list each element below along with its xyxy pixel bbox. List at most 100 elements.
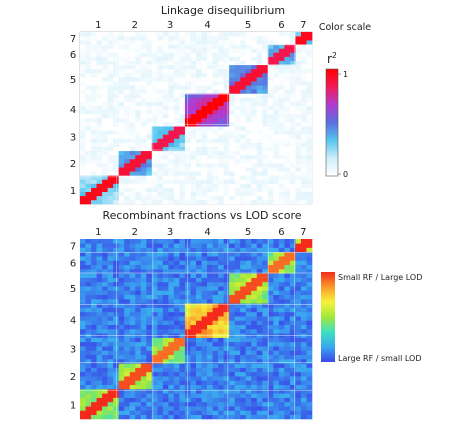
rf-cell	[207, 239, 213, 244]
rf-cell	[135, 376, 142, 381]
ld-cell	[96, 105, 103, 111]
ld-cell	[262, 40, 269, 45]
rf-cell	[157, 256, 164, 261]
ld-cell	[234, 199, 241, 205]
rf-cell	[262, 316, 269, 321]
ld-cell	[207, 138, 213, 143]
ld-cell	[190, 93, 197, 98]
rf-cell	[179, 371, 186, 377]
ld-cell	[129, 154, 136, 160]
ld-cell	[190, 146, 197, 152]
ld-cell	[80, 138, 86, 143]
ld-cell	[306, 130, 313, 135]
ld-cell	[196, 109, 202, 115]
rf-cell	[85, 239, 92, 244]
ld-cell	[240, 105, 247, 111]
ld-cell	[273, 36, 280, 41]
ld-cell	[173, 32, 180, 37]
rf-cell	[146, 256, 153, 261]
ld-cell	[267, 130, 274, 135]
rf-cell	[212, 401, 219, 407]
ld-cell	[201, 171, 208, 176]
rf-cell	[223, 410, 230, 416]
ld-cell	[173, 179, 180, 184]
ld-cell	[129, 138, 136, 143]
ld-cell	[179, 68, 186, 74]
ld-cell	[240, 199, 247, 205]
ld-cell	[80, 118, 86, 123]
rf-cell	[256, 290, 263, 296]
rf-cell	[262, 397, 269, 403]
ld-cell	[201, 89, 208, 94]
ld-cell	[179, 138, 186, 143]
ld-cell	[300, 171, 307, 176]
ld-cell	[218, 77, 224, 82]
rf-cell	[262, 346, 269, 351]
rf-cell	[162, 350, 169, 356]
ld-cell	[146, 40, 153, 45]
ld-cell	[218, 109, 224, 115]
ld-cell	[91, 118, 97, 123]
rf-cell	[184, 239, 191, 244]
ld-cell	[146, 68, 153, 74]
ld-cell	[295, 77, 302, 82]
rf-cell	[151, 341, 158, 347]
ld-cell	[262, 195, 269, 201]
ld-cell	[135, 36, 142, 41]
rf-cell	[157, 299, 164, 304]
rf-cell	[256, 341, 263, 347]
rf-cell	[135, 264, 142, 270]
ld-cell	[113, 109, 119, 115]
rf-cell	[129, 397, 136, 403]
ld-cell	[135, 154, 142, 160]
rf-cell	[80, 329, 86, 334]
rf-cell	[151, 329, 158, 334]
ld-cell	[240, 89, 247, 94]
rf-cell	[251, 384, 258, 390]
rf-cell	[267, 290, 274, 296]
rf-cell	[201, 260, 208, 266]
rf-cell	[306, 307, 313, 313]
ld-cell	[262, 105, 269, 111]
ld-cell	[173, 150, 180, 156]
rf-cell	[306, 367, 313, 373]
ld-cell	[300, 105, 307, 111]
ld-cell	[140, 40, 147, 45]
rf-cell	[289, 307, 296, 313]
ld-cell	[157, 77, 164, 82]
ld-cell	[251, 138, 258, 143]
rf-cell	[218, 414, 224, 420]
rf-cell	[190, 367, 197, 373]
rf-cell	[240, 281, 247, 287]
rf-cell	[240, 346, 247, 351]
rf-cell	[234, 341, 241, 347]
rf-cell	[234, 299, 241, 304]
rf-cell	[168, 247, 175, 253]
rf-cell	[157, 346, 164, 351]
rf-cell	[212, 384, 219, 390]
rf-cell	[118, 376, 125, 381]
ld-cell	[278, 97, 285, 102]
rf-cell	[162, 384, 169, 390]
rf-cell	[85, 303, 92, 308]
rf-cell	[295, 273, 302, 278]
ld-cell	[245, 187, 252, 193]
rf-cell	[190, 337, 197, 343]
ld-cell	[85, 191, 92, 197]
ld-cell	[184, 167, 191, 172]
rf-cell	[223, 324, 230, 330]
rf-cell	[190, 294, 197, 300]
ld-cell	[245, 158, 252, 164]
rf-cell	[184, 414, 191, 420]
rf-cell	[118, 337, 125, 343]
rf-cell	[96, 371, 103, 377]
rf-cell	[251, 389, 258, 394]
ld-cell	[173, 93, 180, 98]
rf-cell	[118, 243, 125, 248]
rf-cell	[162, 290, 169, 296]
rf-cell	[129, 350, 136, 356]
ld-cell	[196, 138, 202, 143]
rf-cell	[300, 256, 307, 261]
rf-cell	[212, 346, 219, 351]
ld-cell	[135, 52, 142, 57]
